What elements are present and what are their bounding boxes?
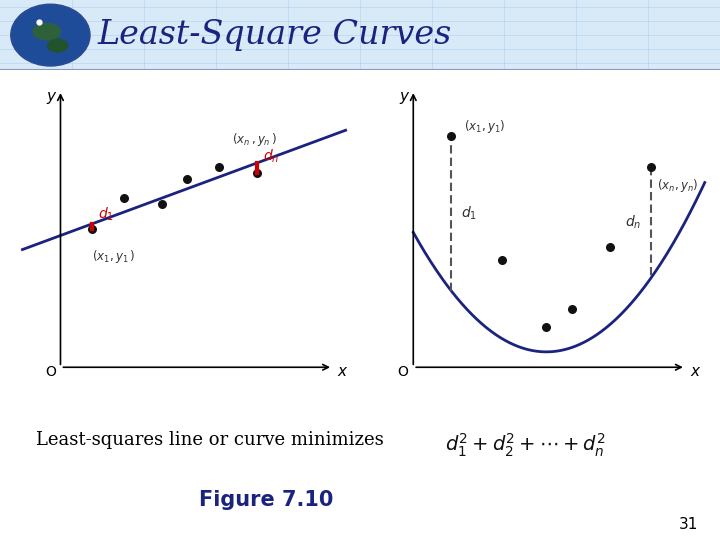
Text: $d_1$: $d_1$ — [461, 205, 477, 222]
Text: x: x — [690, 364, 700, 380]
Point — [181, 175, 193, 184]
Point — [604, 243, 616, 252]
Text: $(x_1,y_1)$: $(x_1,y_1)$ — [464, 118, 505, 135]
Text: $d_n$: $d_n$ — [625, 214, 642, 231]
Ellipse shape — [32, 23, 61, 40]
Point — [213, 163, 225, 172]
Text: Least-Square Curves: Least-Square Curves — [97, 19, 451, 51]
Text: Least-squares line or curve minimizes: Least-squares line or curve minimizes — [36, 431, 384, 449]
Text: $d_1$: $d_1$ — [99, 206, 114, 223]
Text: $(x_n,y_n)$: $(x_n,y_n)$ — [657, 177, 698, 194]
Text: Figure 7.10: Figure 7.10 — [199, 489, 333, 510]
Text: 31: 31 — [679, 517, 698, 532]
Point — [251, 169, 263, 178]
Point — [566, 305, 577, 313]
Text: $d_1^2 + d_2^2 + \cdots + d_n^2$: $d_1^2 + d_2^2 + \cdots + d_n^2$ — [446, 432, 606, 459]
Point — [86, 225, 98, 233]
Point — [156, 200, 168, 208]
Point — [496, 255, 508, 264]
Point — [541, 323, 552, 332]
Point — [446, 132, 457, 141]
Ellipse shape — [11, 4, 90, 66]
Ellipse shape — [47, 39, 68, 53]
Text: O: O — [45, 365, 55, 379]
Text: $(x_n\,,y_n\,)$: $(x_n\,,y_n\,)$ — [232, 131, 276, 147]
Text: $(x_1,y_1\,)$: $(x_1,y_1\,)$ — [92, 247, 135, 265]
Point — [645, 163, 657, 172]
Text: $d_n$: $d_n$ — [264, 148, 279, 165]
Text: y: y — [47, 89, 55, 104]
Text: y: y — [400, 89, 408, 104]
Point — [118, 194, 130, 202]
Text: O: O — [397, 365, 408, 379]
Text: x: x — [338, 364, 346, 380]
Ellipse shape — [11, 4, 90, 66]
